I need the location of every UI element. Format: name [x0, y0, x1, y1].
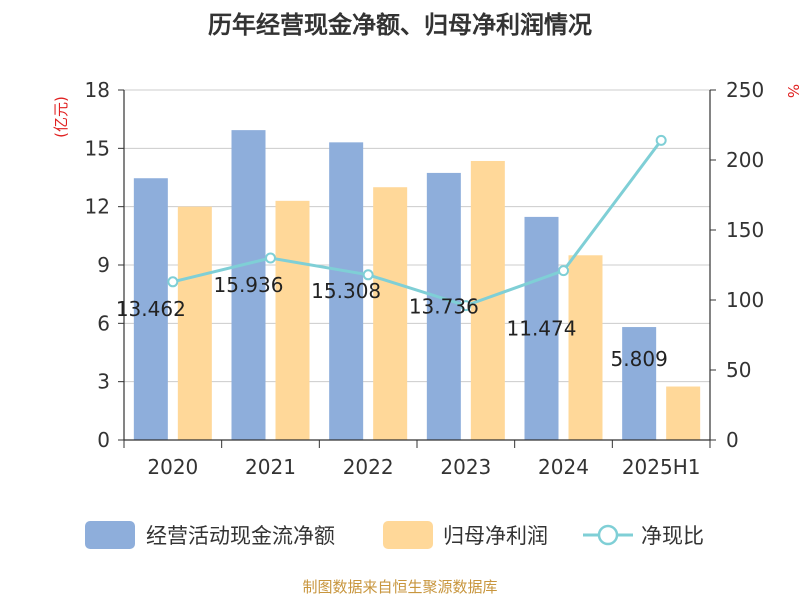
ratio-line-path: [172, 139, 663, 308]
bar-net-profit: [177, 206, 212, 440]
bar-net-profit: [373, 187, 408, 440]
axes: 0 3 6 9 12 15 18 0 50 100 150 200 250 2020 2021 2022 202…: [85, 78, 765, 479]
ratio-point: [362, 269, 374, 281]
bar-operating-cash-flow: [133, 178, 168, 440]
data-label: 13.462: [116, 297, 186, 321]
y2-tick-label: 150: [726, 218, 764, 242]
legend-label: 净现比: [641, 524, 704, 548]
data-label: 15.936: [214, 273, 284, 297]
bar-operating-cash-flow: [329, 142, 364, 440]
legend-label: 经营活动现金流净额: [146, 524, 335, 548]
ratio-point: [558, 265, 569, 277]
legend-swatch-ratio-marker: [597, 524, 619, 546]
y2-tick-label: 250: [726, 78, 764, 102]
data-label: 15.308: [311, 279, 381, 303]
y-tick-label: 18: [85, 78, 110, 102]
legend-swatch-net-profit: [383, 521, 433, 549]
data-labels: 13.462 15.936 15.308 13.736 11.474 5.809: [116, 273, 668, 371]
y2-tick-label: 50: [726, 358, 751, 382]
ratio-point: [460, 300, 472, 312]
x-tick-label: 2023: [440, 455, 491, 479]
y-tick-label: 6: [97, 311, 110, 335]
data-label: 11.474: [507, 316, 577, 340]
legend-label: 归母净利润: [443, 524, 548, 548]
y-tick-label: 9: [97, 253, 110, 277]
bar-net-profit: [666, 386, 701, 440]
bar-operating-cash-flow: [622, 327, 657, 440]
bar-operating-cash-flow: [231, 130, 266, 440]
bar-operating-cash-flow: [524, 216, 559, 440]
bar-net-profit: [568, 255, 603, 440]
right-axis-unit: %: [784, 84, 800, 98]
legend-swatch-operating-cash-flow: [85, 521, 135, 549]
data-label: 5.809: [611, 347, 668, 371]
ratio-line: [167, 134, 667, 312]
x-tick-label: 2020: [147, 455, 198, 479]
y-tick-label: 0: [97, 428, 110, 452]
data-label: 13.736: [409, 294, 479, 318]
y2-tick-label: 100: [726, 288, 764, 312]
ratio-point: [167, 276, 179, 288]
y2-tick-label: 0: [726, 428, 739, 452]
ratio-point: [265, 252, 276, 264]
x-tick-label: 2022: [343, 455, 394, 479]
source-note: 制图数据来自恒生聚源数据库: [302, 578, 497, 596]
ratio-point: [655, 134, 667, 146]
left-axis-unit: (亿元): [52, 96, 70, 138]
grid: [124, 89, 710, 383]
legend: 经营活动现金流净额 归母净利润 净现比: [85, 521, 704, 549]
y-tick-label: 15: [85, 136, 110, 160]
bar-net-profit: [275, 200, 310, 440]
x-tick-label: 2021: [245, 455, 296, 479]
x-tick-label: 2024: [538, 455, 589, 479]
x-tick-label: 2025H1: [622, 455, 701, 479]
bars: [133, 130, 701, 440]
y-tick-label: 3: [97, 370, 110, 394]
bar-operating-cash-flow: [426, 172, 461, 440]
chart-title: 历年经营现金净额、归母净利润情况: [208, 11, 592, 39]
y-tick-label: 12: [85, 195, 110, 219]
y2-tick-label: 200: [726, 148, 764, 172]
